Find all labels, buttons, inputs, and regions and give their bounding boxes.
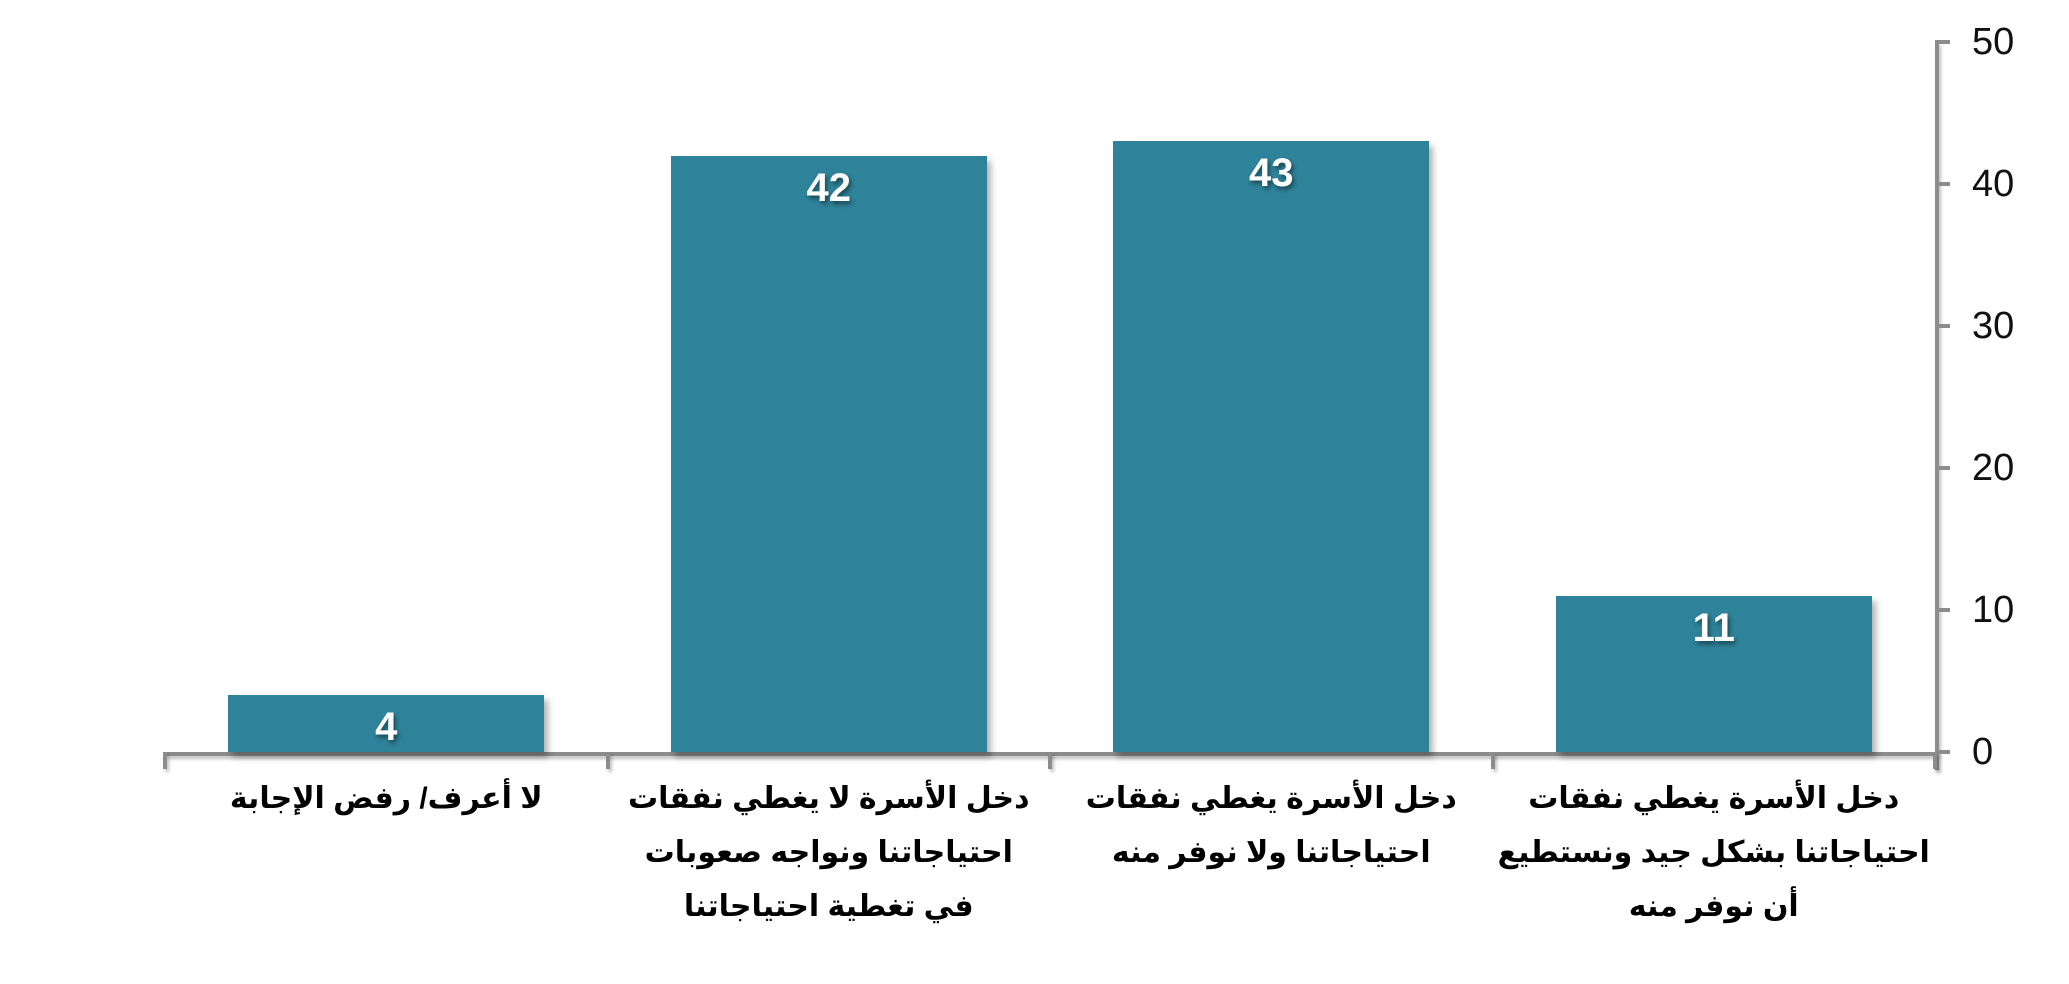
category-label-1: دخل الأسرة لا يغطي نفقات احتياجاتنا ونوا… <box>627 782 1030 923</box>
y-axis-tick-label: 20 <box>1972 447 2015 489</box>
bar-0: 4 <box>228 695 545 752</box>
y-axis-tick <box>1935 750 1950 754</box>
category-label-2: دخل الأسرة يغطي نفقات احتياجاتنا ولا نوف… <box>1085 782 1457 869</box>
bar-value-label: 4 <box>375 705 398 750</box>
y-axis-tick <box>1935 182 1950 186</box>
y-axis-tick <box>1935 324 1950 328</box>
y-axis-tick-label: 10 <box>1972 589 2015 631</box>
category-label-0: لا أعرف/ رفض الإجابة <box>229 782 543 815</box>
y-axis-tick <box>1935 466 1950 470</box>
x-axis-tick <box>605 752 610 769</box>
y-axis-tick-label: 50 <box>1972 21 2015 63</box>
bar-value-label: 43 <box>1249 151 1294 196</box>
y-axis-line <box>1935 42 1939 770</box>
y-axis-tick-label: 0 <box>1972 731 1994 773</box>
x-axis-tick <box>1933 752 1937 769</box>
bar-3: 11 <box>1555 595 1872 752</box>
x-axis-tick <box>1490 752 1495 769</box>
bar-value-label: 11 <box>1692 605 1735 650</box>
x-axis-tick <box>163 752 167 769</box>
y-axis-tick-label: 30 <box>1972 305 2015 347</box>
bar-1: 42 <box>670 155 987 752</box>
bar-value-label: 42 <box>806 165 852 210</box>
y-axis-tick-label: 40 <box>1972 163 2015 205</box>
x-axis-tick <box>1048 752 1052 769</box>
y-axis-tick <box>1935 40 1950 44</box>
category-label-3: دخل الأسرة يغطي نفقات احتياجاتنا بشكل جي… <box>1497 782 1930 923</box>
bar-2: 43 <box>1113 141 1430 752</box>
y-axis-tick <box>1935 608 1950 612</box>
